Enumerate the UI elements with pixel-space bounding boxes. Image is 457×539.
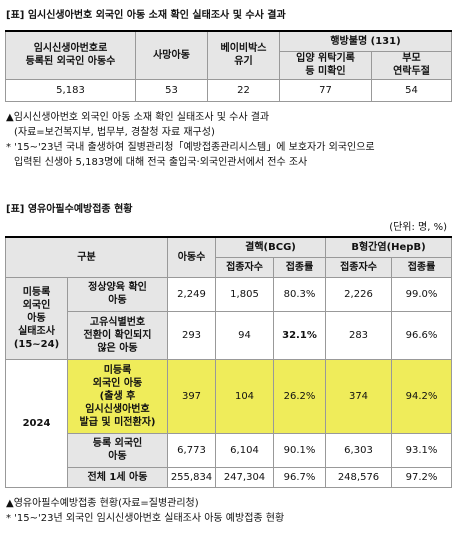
cell: 94 [215, 310, 274, 360]
label-line: 아동 [108, 451, 127, 462]
header-line: 등 미확인 [305, 66, 346, 77]
header-cell: 접종자수 [215, 256, 274, 278]
cell: 248,576 [325, 466, 392, 488]
header-cell: B형간염(HepB) [324, 236, 453, 258]
header-line: 임시신생아번호로 [33, 43, 108, 55]
cell: 104 [215, 358, 274, 434]
header-cell: 행방불명 (131) [278, 30, 453, 52]
table1-title: [표] 임시신생아번호 외국인 아동 소재 확인 실태조사 및 수사 결과 [6, 10, 286, 21]
cell: 397 [167, 358, 216, 434]
header-cell: 아동수 [167, 236, 216, 278]
label-line: 않은 아동 [97, 342, 138, 354]
header-cell: 접종자수 [325, 256, 392, 278]
cell: 374 [325, 358, 392, 434]
row-label: 고유식별번호 전환이 확인되지 않은 아동 [67, 310, 168, 360]
note-line: (자료=보건복지부, 법무부, 경찰청 자료 재구성) [14, 127, 215, 138]
table2: 구분 아동수 결핵(BCG) B형간염(HepB) 접종자수 접종률 접종자수 … [5, 236, 453, 488]
cell: 1,805 [215, 276, 274, 312]
cell: 97.2% [390, 466, 453, 488]
cell: 77 [279, 78, 372, 102]
label-line: (15~24) [13, 338, 60, 350]
label-line: 임시신생아번호 [85, 403, 150, 415]
table2-title: [표] 영유아필수예방접종 현황 [6, 204, 133, 215]
label-line: 2024 [22, 417, 51, 429]
label-line: 외국인 [22, 299, 51, 311]
label-line: 전체 1세 아동 [87, 471, 148, 483]
cell: 32.1% [273, 310, 326, 360]
cell: 6,303 [325, 432, 392, 468]
header-line: 부모 [402, 53, 421, 64]
header-cell: 사망아동 [135, 30, 208, 80]
notes2: ▲영유아필수예방접종 현황(자료=질병관리청) * '15~'23년 외국인 임… [6, 496, 284, 526]
label-line: 정상양육 확인 [88, 282, 147, 293]
group-label: 미등록 외국인 아동 실태조사 (15~24) [5, 276, 68, 360]
cell: 22 [207, 78, 280, 102]
cell: 96.6% [390, 310, 453, 360]
cell: 2,226 [325, 276, 392, 312]
label-line: 미등록 [103, 364, 132, 376]
cell: 96.7% [273, 466, 326, 488]
header-cell: 접종률 [390, 256, 453, 278]
note-line: ▲임시신생아번호 외국인 아동 소재 확인 실태조사 및 수사 결과 [6, 112, 270, 123]
cell: 80.3% [273, 276, 326, 312]
cell: 293 [167, 310, 216, 360]
cell: 53 [135, 78, 208, 102]
unit: (단위: 명, %) [389, 222, 447, 233]
label-line: 발급 및 미전환자) [79, 416, 156, 428]
label-line: 아동 [108, 295, 127, 306]
cell: 2,249 [167, 276, 216, 312]
cell: 93.1% [390, 432, 453, 468]
cell: 255,834 [167, 466, 216, 488]
cell: 283 [325, 310, 392, 360]
header-line: 입양 위탁기록 [296, 53, 355, 64]
header-cell: 베이비박스 유기 [207, 30, 280, 80]
cell: 26.2% [273, 358, 326, 434]
row-label: 미등록 외국인 아동 (출생 후 임시신생아번호 발급 및 미전환자) [67, 358, 168, 434]
notes1: ▲임시신생아번호 외국인 아동 소재 확인 실태조사 및 수사 결과 (자료=보… [6, 110, 375, 170]
label-line: 등록 외국인 [92, 438, 143, 449]
cell: 6,104 [215, 432, 274, 468]
note-line: 입력된 신생아 5,183명에 대해 전국 출입국·외국인관서에서 전수 조사 [14, 157, 308, 168]
header-cell: 결핵(BCG) [215, 236, 326, 258]
header-line: 사망아동 [153, 49, 190, 61]
header-cell: 임시신생아번호로 등록된 외국인 아동수 [5, 30, 136, 80]
header-line: 등록된 외국인 아동수 [25, 56, 116, 68]
note-line: ▲영유아필수예방접종 현황(자료=질병관리청) [6, 498, 199, 509]
group-label: 2024 [5, 358, 68, 488]
header-cell: 구분 [5, 236, 168, 278]
cell: 54 [370, 78, 453, 102]
header-line: 베이비박스 [220, 43, 267, 55]
label-line: 전환이 확인되지 [83, 329, 152, 341]
label-line: 미등록 [22, 286, 51, 298]
label-line: (출생 후 [99, 390, 136, 402]
header-line: 유기 [234, 56, 253, 68]
cell: 99.0% [390, 276, 453, 312]
label-line: 아동 [27, 312, 46, 324]
row-label: 전체 1세 아동 [67, 466, 168, 488]
label-line: 외국인 아동 [92, 377, 143, 389]
label-line: 실태조사 [18, 325, 55, 337]
cell: 247,304 [215, 466, 274, 488]
note-line: * '15~'23년 외국인 임시신생아번호 실태조사 아동 예방접종 현황 [6, 513, 285, 524]
table1: 임시신생아번호로 등록된 외국인 아동수 사망아동 베이비박스 유기 행방불명 (1… [5, 30, 453, 102]
cell: 5,183 [5, 78, 136, 102]
label-line: 고유식별번호 [89, 316, 146, 328]
header-cell: 접종률 [273, 256, 326, 278]
cell: 90.1% [273, 432, 326, 468]
cell: 94.2% [390, 358, 453, 434]
cell: 6,773 [167, 432, 216, 468]
note-line: * '15~'23년 국내 출생하여 질병관리청「예방접종관리시스템」에 보호자… [6, 142, 375, 153]
header-line: 연락두절 [393, 66, 430, 77]
